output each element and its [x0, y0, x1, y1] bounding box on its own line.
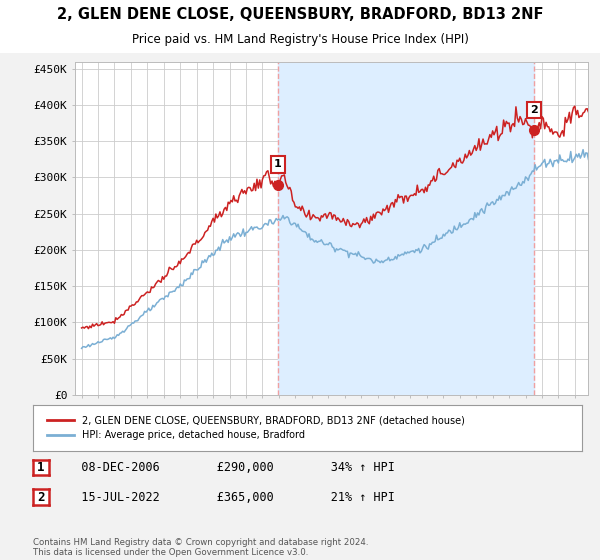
Text: 2: 2: [530, 105, 538, 115]
Text: Contains HM Land Registry data © Crown copyright and database right 2024.
This d: Contains HM Land Registry data © Crown c…: [33, 538, 368, 557]
Text: 08-DEC-2006        £290,000        34% ↑ HPI: 08-DEC-2006 £290,000 34% ↑ HPI: [60, 461, 395, 474]
Text: 15-JUL-2022        £365,000        21% ↑ HPI: 15-JUL-2022 £365,000 21% ↑ HPI: [60, 491, 395, 504]
Bar: [278, 62, 535, 395]
Legend: 2, GLEN DENE CLOSE, QUEENSBURY, BRADFORD, BD13 2NF (detached house), HPI: Averag: 2, GLEN DENE CLOSE, QUEENSBURY, BRADFORD…: [43, 412, 469, 444]
Text: 2, GLEN DENE CLOSE, QUEENSBURY, BRADFORD, BD13 2NF: 2, GLEN DENE CLOSE, QUEENSBURY, BRADFORD…: [57, 7, 543, 22]
Text: 2: 2: [37, 491, 44, 504]
Text: 1: 1: [274, 160, 281, 170]
Text: Price paid vs. HM Land Registry's House Price Index (HPI): Price paid vs. HM Land Registry's House …: [131, 34, 469, 46]
Text: 1: 1: [37, 461, 44, 474]
